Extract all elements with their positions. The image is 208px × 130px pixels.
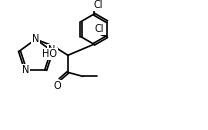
Text: N: N xyxy=(32,34,39,44)
Text: N: N xyxy=(48,45,56,55)
Text: N: N xyxy=(22,65,29,75)
Text: Cl: Cl xyxy=(93,0,103,10)
Text: Cl: Cl xyxy=(94,24,104,34)
Text: O: O xyxy=(54,81,61,91)
Text: HO: HO xyxy=(42,49,57,59)
